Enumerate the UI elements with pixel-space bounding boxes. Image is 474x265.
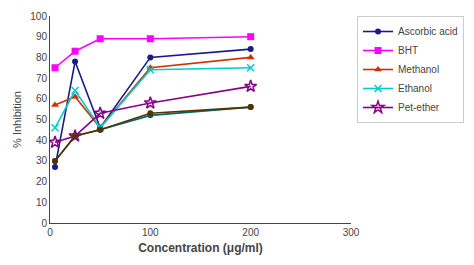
svg-text:Ascorbic acid: Ascorbic acid [398,26,457,37]
svg-text:60: 60 [36,93,48,104]
svg-text:Ethanol: Ethanol [398,83,432,94]
svg-text:90: 90 [36,31,48,42]
svg-text:100: 100 [142,227,159,238]
svg-text:50: 50 [36,114,48,125]
svg-text:BHT: BHT [398,45,418,56]
svg-text:0: 0 [41,218,47,229]
svg-text:Concentration (μg/ml): Concentration (μg/ml) [138,241,263,255]
svg-text:70: 70 [36,73,48,84]
svg-text:40: 40 [36,135,48,146]
svg-text:80: 80 [36,52,48,63]
svg-text:% Inhibition: % Inhibition [11,91,23,148]
svg-text:0: 0 [47,227,53,238]
svg-text:20: 20 [36,176,48,187]
svg-text:10: 10 [36,197,48,208]
svg-text:Methanol: Methanol [398,64,439,75]
svg-text:200: 200 [242,227,259,238]
svg-text:Pet-ether: Pet-ether [398,102,440,113]
svg-text:300: 300 [343,227,360,238]
svg-text:30: 30 [36,155,48,166]
svg-text:100: 100 [30,11,47,22]
